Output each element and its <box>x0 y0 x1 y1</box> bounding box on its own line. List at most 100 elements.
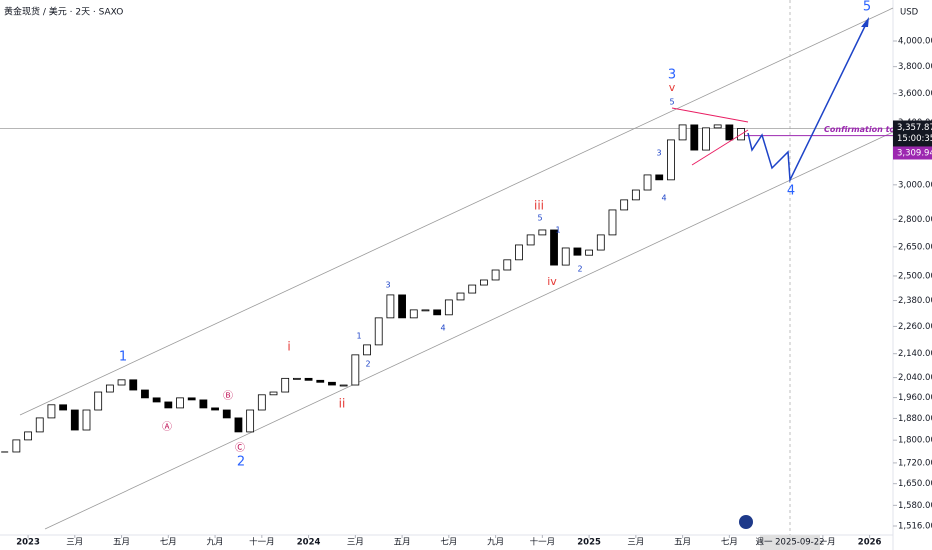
target-price-box <box>893 146 932 160</box>
candle <box>421 309 430 312</box>
candle <box>374 317 383 346</box>
candle <box>94 391 103 411</box>
wave-label: 5 <box>863 0 871 15</box>
y-tick-label: 1,800.00 <box>898 436 932 446</box>
x-tick-label: 七月 <box>440 538 457 548</box>
candle <box>526 234 535 246</box>
x-tick-label: 十一月 <box>249 537 275 548</box>
candle <box>398 294 406 319</box>
y-tick-label: 1,516.00 <box>898 522 932 532</box>
projection-arrow <box>861 17 869 27</box>
last-price-label: 3,357.87 <box>897 123 932 133</box>
candle <box>433 309 442 316</box>
candles <box>1 124 745 453</box>
wave-label: 2 <box>577 265 582 274</box>
x-tick-label: 十一月 <box>810 537 836 548</box>
x-tick-label: 三月 <box>66 538 83 548</box>
wave-label: Ⓐ <box>162 421 172 433</box>
wave-label: 1 <box>119 350 127 365</box>
y-tick-label: 2,380.00 <box>898 296 932 306</box>
candle <box>655 174 664 181</box>
candle <box>725 124 734 141</box>
candle <box>351 354 360 386</box>
candle <box>257 394 266 411</box>
candle <box>678 124 687 141</box>
x-tick-label: 2026 <box>858 538 882 548</box>
wave-label: i <box>287 340 290 354</box>
y-tick-label: 1,720.00 <box>898 458 932 468</box>
x-tick-label: 2025 <box>577 538 601 548</box>
channel-upper <box>19 7 894 416</box>
candle <box>409 309 418 319</box>
y-tick-label: 2,500.00 <box>898 271 932 281</box>
candle <box>199 399 208 409</box>
candle <box>702 127 710 151</box>
candle <box>608 209 617 236</box>
wave-label: v <box>669 81 676 94</box>
x-tick-label: 九月 <box>487 538 504 548</box>
candle <box>234 417 243 433</box>
wave-label: 5 <box>669 98 674 107</box>
triangle-bottom <box>691 129 749 166</box>
x-tick-label: 五月 <box>394 538 411 548</box>
candle <box>176 397 184 409</box>
currency-label: USD <box>900 8 919 18</box>
candle <box>70 409 79 431</box>
candle <box>316 379 325 383</box>
last-price-box <box>893 120 932 147</box>
wave-label: 3 <box>656 149 661 158</box>
x-tick-label: 2024 <box>297 538 321 548</box>
event-flag <box>739 515 753 529</box>
candle <box>222 409 231 419</box>
candle <box>480 279 488 286</box>
wave-labels: 1 Ⓐ Ⓑ Ⓒ 2 i ii 1 2 3 4 iii 5 iv 1 2 3 4 … <box>119 0 871 470</box>
candle <box>59 404 68 411</box>
wave-label: 2 <box>237 455 245 470</box>
candle <box>292 377 301 380</box>
wave-label: iv <box>547 275 557 288</box>
wave-label: ii <box>339 397 346 411</box>
candle <box>164 401 173 409</box>
candle <box>550 229 558 266</box>
y-tick-label: 1,880.00 <box>898 414 932 424</box>
y-tick-label: 1,580.00 <box>898 501 932 511</box>
candle <box>631 189 640 201</box>
x-tick-label: 七月 <box>160 538 177 548</box>
candle <box>328 381 336 386</box>
wave-label: 4 <box>661 194 666 203</box>
candle <box>456 292 465 301</box>
wave-label: 4 <box>787 184 795 199</box>
candle <box>515 244 523 261</box>
candle <box>141 389 149 399</box>
candle <box>129 379 138 391</box>
target-note: Confirmation to short <box>824 125 923 134</box>
x-tick-label: 五月 <box>113 538 130 548</box>
y-tick-label: 2,800.00 <box>898 215 932 225</box>
crosshair-date-box <box>760 535 820 550</box>
wave-label: 4 <box>440 324 445 333</box>
candle <box>386 294 395 319</box>
wave-label: 3 <box>385 281 390 290</box>
candle <box>105 384 114 393</box>
x-tick-label: 三月 <box>627 538 644 548</box>
candle <box>538 229 547 236</box>
candle <box>573 247 582 256</box>
candle <box>35 417 44 433</box>
candle <box>667 139 675 181</box>
candle <box>643 174 652 191</box>
candle <box>211 407 219 411</box>
candle <box>187 397 196 401</box>
candle <box>690 124 699 151</box>
wave-label: 3 <box>668 68 676 83</box>
wave-label: 1 <box>555 226 560 235</box>
triangle-top <box>671 107 749 123</box>
y-tick-label: 2,260.00 <box>898 322 932 332</box>
candle <box>561 247 570 266</box>
channel-lower <box>44 131 894 530</box>
candle <box>117 379 126 386</box>
candle <box>246 409 255 433</box>
candle <box>596 234 605 251</box>
countdown: 15:00:35 <box>897 134 932 144</box>
y-tick-label: 3,800.00 <box>898 62 932 72</box>
